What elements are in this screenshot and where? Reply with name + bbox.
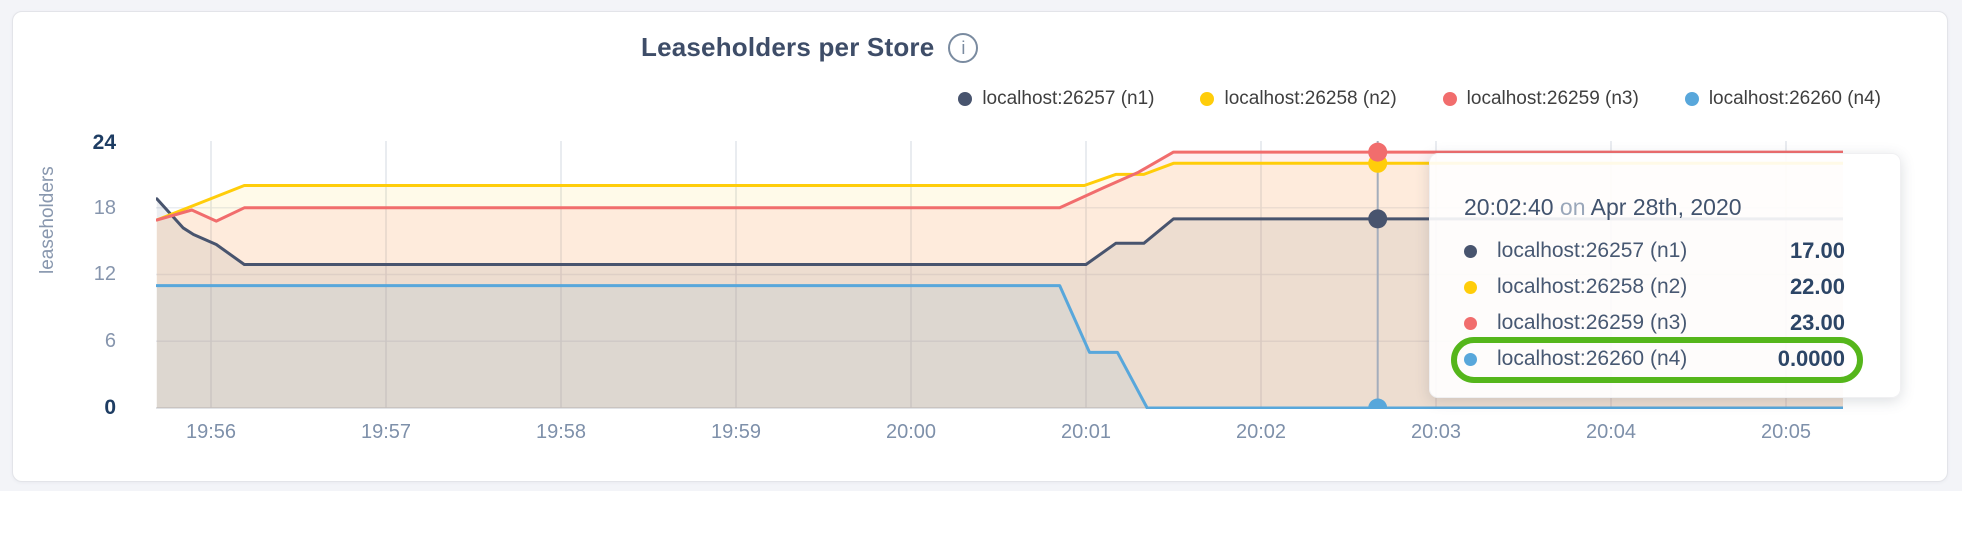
y-tick-6: 6 <box>104 330 116 352</box>
y-tick-18: 18 <box>93 197 116 219</box>
legend-label-n4: localhost:26260 (n4) <box>1708 88 1881 109</box>
series-area-3 <box>156 285 1843 408</box>
tooltip-dot-n1 <box>1464 244 1477 258</box>
tooltip-row-n2: localhost:26258 (n2) 22.00 <box>1464 269 1845 305</box>
tooltip-dot-n2 <box>1464 280 1477 294</box>
tooltip-label-n4: localhost:26260 (n4) <box>1497 347 1688 370</box>
x-tick-1959: 19:59 <box>710 421 762 443</box>
x-tick-1957: 19:57 <box>360 421 412 443</box>
x-tick-2000: 20:00 <box>885 421 937 443</box>
legend-item-n2[interactable]: localhost:26258 (n2) <box>1200 88 1397 110</box>
legend-swatch-n2 <box>1200 92 1215 106</box>
x-tick-2004: 20:04 <box>1585 421 1637 443</box>
x-tick-2003: 20:03 <box>1410 421 1462 443</box>
series-area-0 <box>156 198 1843 408</box>
series-line-2 <box>156 150 1843 223</box>
series-line-0 <box>156 197 1843 266</box>
x-tick-2005: 20:05 <box>1760 421 1812 443</box>
hover-dot-0 <box>1368 209 1388 229</box>
tooltip-value-n4: 0.0000 <box>1777 346 1845 371</box>
tooltip-row-n4: localhost:26260 (n4) 0.0000 <box>1464 341 1845 377</box>
chart-header: Leaseholders per Store i <box>641 32 979 63</box>
chart-title: Leaseholders per Store <box>641 32 935 62</box>
x-tick-1958: 19:58 <box>535 421 587 443</box>
legend-swatch-n4 <box>1684 92 1699 106</box>
tooltip-label-n1: localhost:26257 (n1) <box>1497 239 1688 262</box>
legend-swatch-n3 <box>1442 92 1457 106</box>
y-tick-24: 24 <box>92 131 116 154</box>
series-line-1 <box>156 161 1843 222</box>
plot-svg[interactable] <box>156 141 1843 409</box>
tooltip-label-n2: localhost:26258 (n2) <box>1497 275 1688 298</box>
chart-tooltip: 20:02:40 on Apr 28th, 2020 localhost:262… <box>1429 153 1901 398</box>
tooltip-value-n2: 22.00 <box>1789 274 1845 299</box>
tooltip-header: 20:02:40 on Apr 28th, 2020 <box>1464 194 1845 220</box>
x-tick-2002: 20:02 <box>1235 421 1287 443</box>
chart-card: Leaseholders per Store i localhost:26257… <box>12 11 1948 482</box>
legend-item-n3[interactable]: localhost:26259 (n3) <box>1442 88 1639 110</box>
tooltip-time: 20:02:40 <box>1464 194 1554 220</box>
legend-swatch-n1 <box>958 92 973 106</box>
y-tick-0: 0 <box>104 396 116 419</box>
x-tick-1956: 19:56 <box>185 421 237 443</box>
x-tick-2001: 20:01 <box>1060 421 1112 443</box>
tooltip-label-n3: localhost:26259 (n3) <box>1497 311 1688 334</box>
info-icon[interactable]: i <box>948 32 979 63</box>
legend: localhost:26257 (n1) localhost:26258 (n2… <box>958 88 1881 110</box>
tooltip-dot-n4 <box>1464 352 1477 366</box>
legend-item-n1[interactable]: localhost:26257 (n1) <box>958 88 1154 110</box>
series-area-2 <box>156 152 1843 408</box>
series-line-3 <box>156 284 1843 409</box>
legend-label-n3: localhost:26259 (n3) <box>1466 88 1639 109</box>
tooltip-value-n1: 17.00 <box>1789 238 1845 263</box>
tooltip-conjunction: on <box>1559 194 1586 220</box>
legend-label-n2: localhost:26258 (n2) <box>1224 88 1397 109</box>
tooltip-row-n3: localhost:26259 (n3) 23.00 <box>1464 305 1845 341</box>
tooltip-date: Apr 28th, 2020 <box>1590 194 1742 220</box>
tooltip-row-n1: localhost:26257 (n1) 17.00 <box>1464 233 1845 269</box>
hover-dot-2 <box>1368 142 1388 162</box>
tooltip-dot-n3 <box>1464 316 1477 330</box>
tooltip-value-n3: 23.00 <box>1789 310 1845 335</box>
hover-dot-3 <box>1368 398 1388 409</box>
legend-item-n4[interactable]: localhost:26260 (n4) <box>1684 88 1881 110</box>
y-tick-12: 12 <box>93 263 116 285</box>
legend-label-n1: localhost:26257 (n1) <box>982 88 1155 109</box>
